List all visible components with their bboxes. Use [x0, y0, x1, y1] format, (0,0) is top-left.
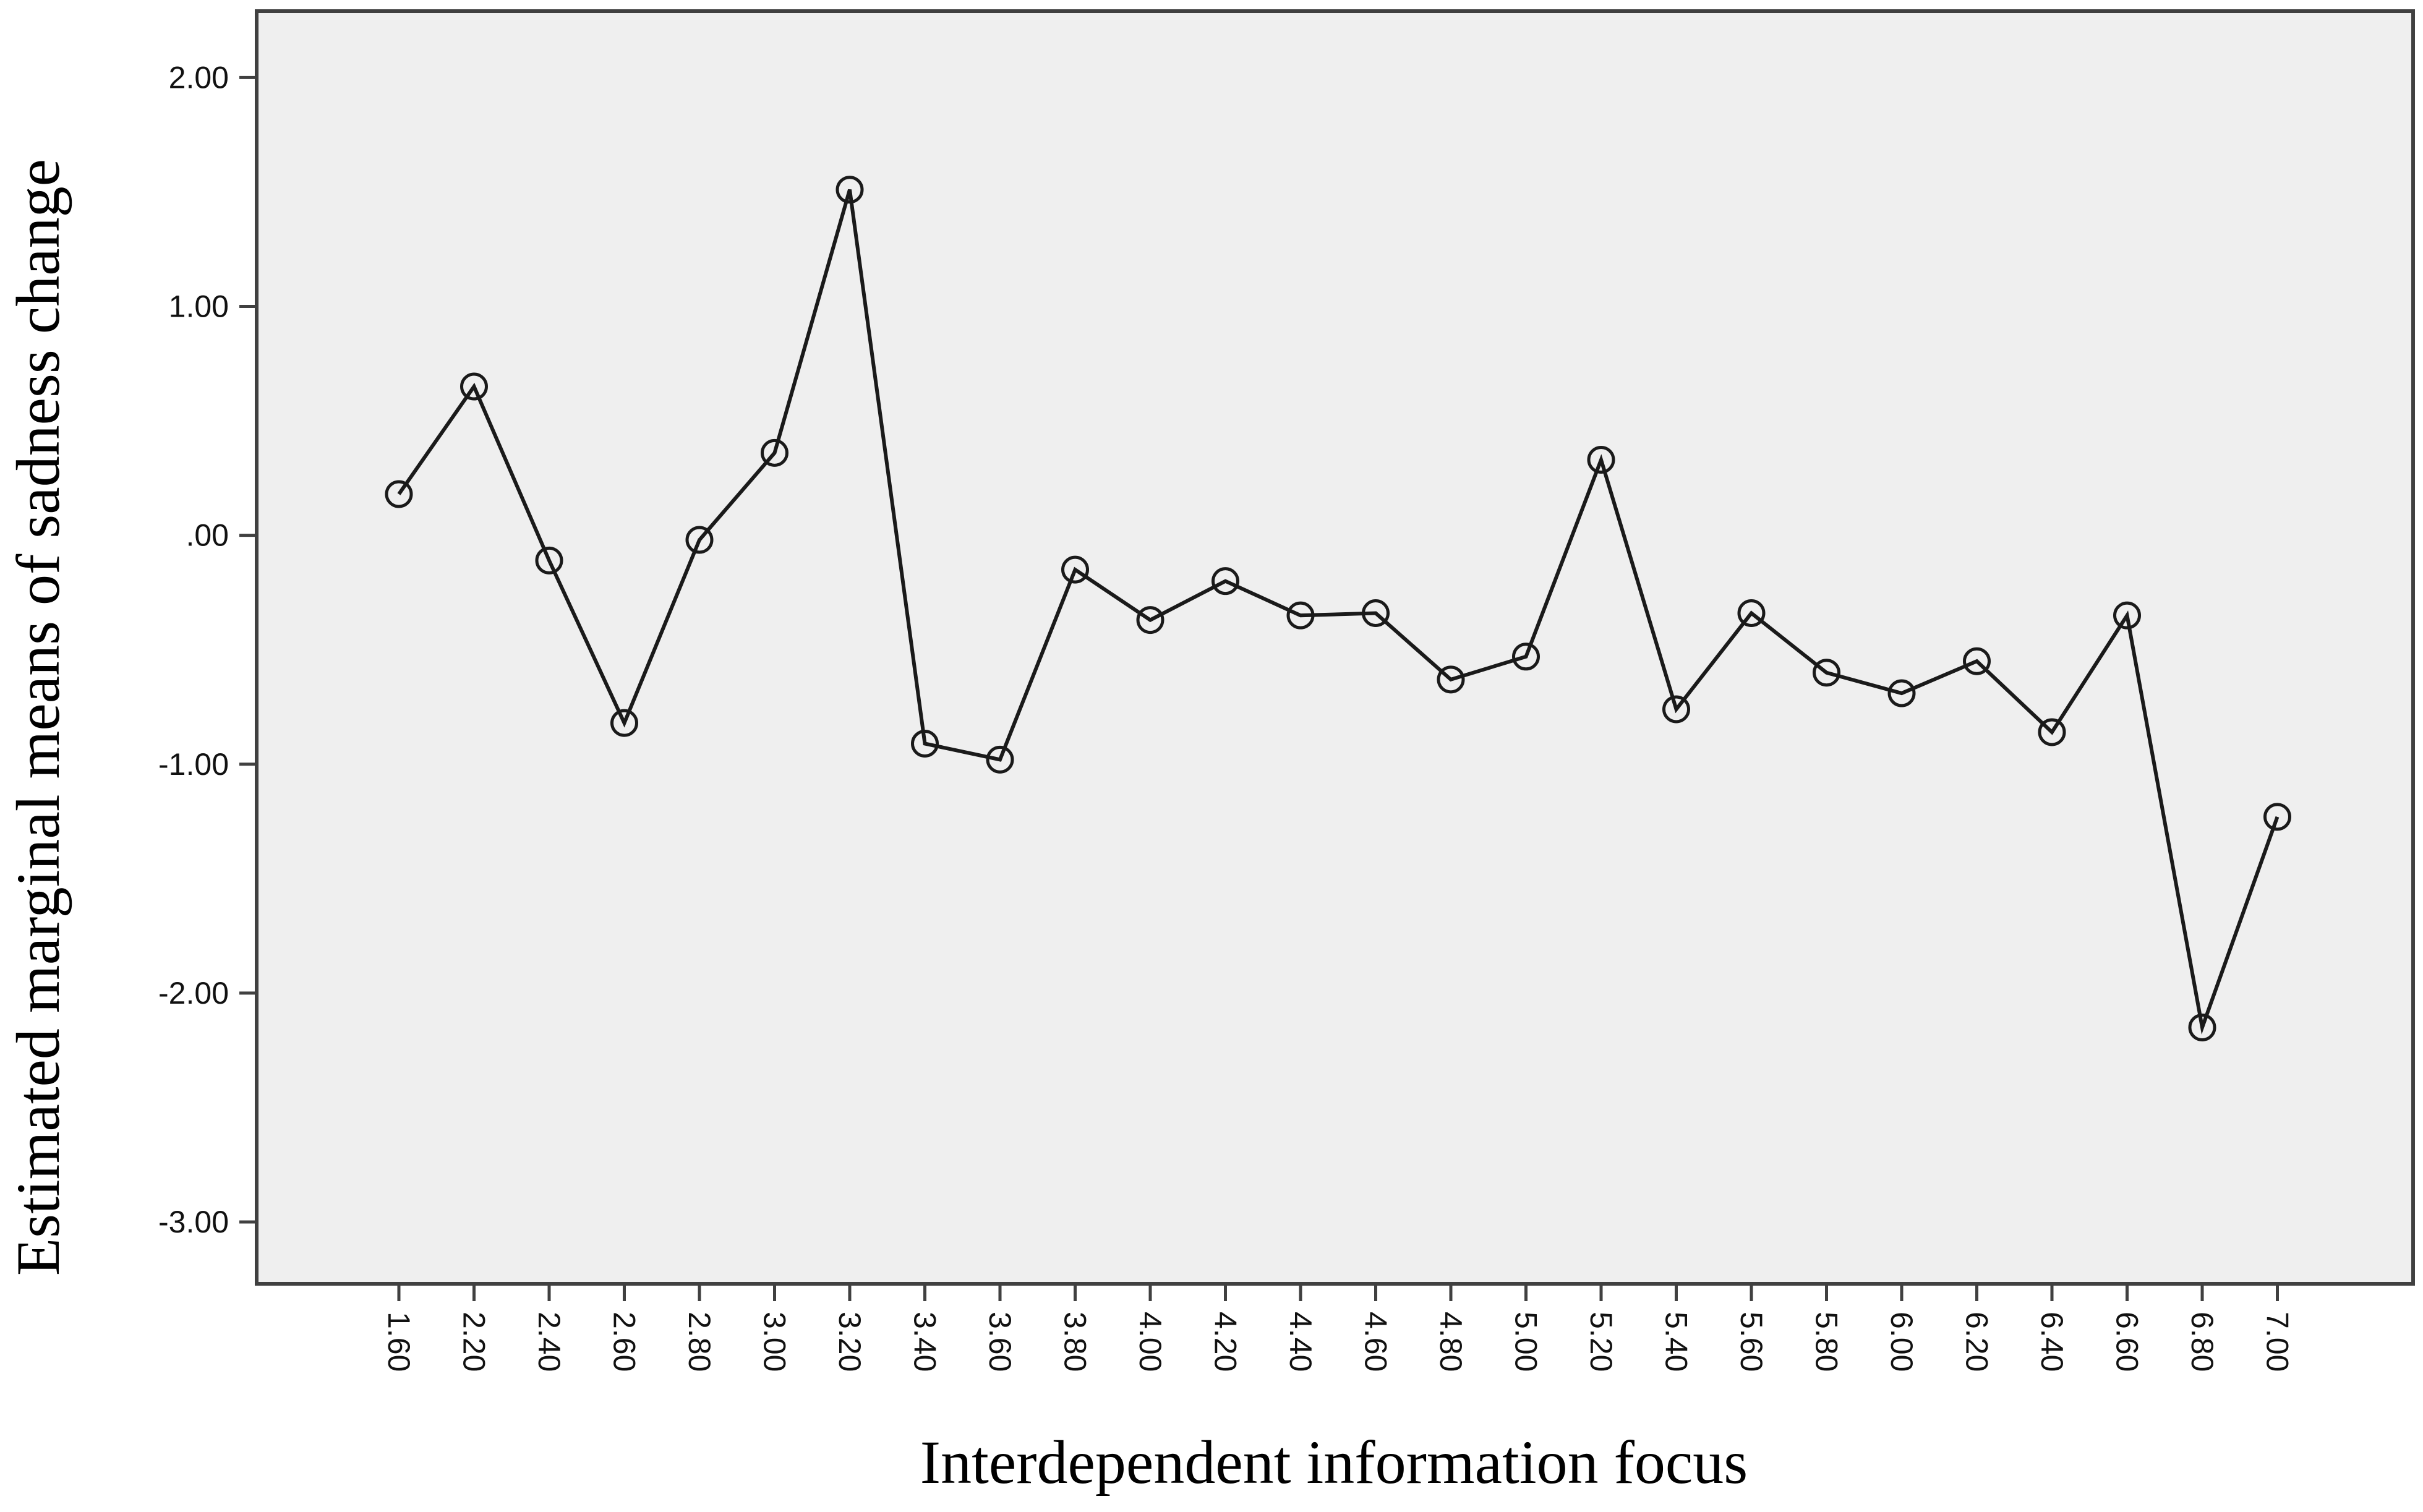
x-tick-label: 3.80	[1058, 1312, 1093, 1372]
x-tick-label: 2.60	[607, 1312, 642, 1372]
data-point	[761, 438, 788, 467]
data-point	[1512, 643, 1540, 671]
data-point	[1887, 679, 1916, 707]
x-tick-label: 6.60	[2110, 1312, 2145, 1372]
y-tick-label: -3.00	[158, 1205, 229, 1239]
data-point	[1212, 567, 1239, 596]
x-axis-title: Interdependent information focus	[920, 1428, 1748, 1497]
x-tick-label: 6.40	[2035, 1312, 2069, 1372]
data-point	[610, 709, 638, 737]
data-point	[1662, 695, 1690, 724]
x-tick-label: 2.80	[682, 1312, 717, 1372]
x-tick-label: 2.40	[532, 1312, 566, 1372]
y-axis: 2.00 1.00 .00 -1.00 -2.00 -3.00	[158, 60, 257, 1239]
data-point	[2188, 1013, 2216, 1041]
data-point	[1362, 599, 1390, 627]
x-tick-label: 3.00	[758, 1312, 792, 1372]
x-tick-label: 5.40	[1659, 1312, 1694, 1372]
data-point	[1737, 599, 1766, 627]
data-point	[1061, 555, 1089, 584]
data-point	[986, 745, 1014, 774]
data-point	[460, 372, 488, 401]
data-point	[1437, 665, 1465, 694]
data-point	[2113, 601, 2141, 630]
y-tick-label: -2.00	[158, 976, 229, 1010]
data-point	[685, 526, 714, 554]
x-tick-label: 5.60	[1734, 1312, 1769, 1372]
x-tick-label: 4.00	[1133, 1312, 1168, 1372]
x-tick-label: 3.60	[983, 1312, 1017, 1372]
data-point	[1136, 606, 1164, 634]
x-tick-label: 7.00	[2260, 1312, 2295, 1372]
y-tick-label: 2.00	[169, 60, 229, 95]
x-tick-label: 6.00	[1884, 1312, 1919, 1372]
plot-area	[255, 9, 2415, 1286]
data-point	[1963, 647, 1991, 675]
y-axis-title: Estimated marginal means of sadness chan…	[4, 159, 72, 1276]
data-point	[2038, 718, 2066, 746]
x-tick-label: 4.80	[1434, 1312, 1468, 1372]
series-layer	[385, 176, 2291, 1041]
data-point	[1286, 601, 1315, 630]
x-tick-label: 1.60	[382, 1312, 416, 1372]
data-point	[1813, 659, 1840, 687]
y-tick-label: -1.00	[158, 747, 229, 782]
x-tick-label: 6.20	[1960, 1312, 1994, 1372]
x-tick-label: 5.80	[1810, 1312, 1844, 1372]
x-tick-label: 5.00	[1509, 1312, 1544, 1372]
x-tick-label: 4.40	[1283, 1312, 1318, 1372]
data-point	[835, 176, 864, 204]
y-tick-label: 1.00	[169, 289, 229, 323]
data-point	[1587, 445, 1615, 474]
data-point	[385, 480, 413, 508]
x-tick-label: 4.20	[1208, 1312, 1243, 1372]
data-point	[911, 729, 939, 758]
x-tick-label: 6.80	[2185, 1312, 2220, 1372]
data-point	[2263, 803, 2291, 831]
x-tick-label: 5.20	[1584, 1312, 1618, 1372]
x-tick-label: 2.20	[457, 1312, 492, 1372]
y-tick-label: .00	[186, 518, 229, 553]
x-tick-label: 4.60	[1359, 1312, 1393, 1372]
x-tick-label: 3.20	[832, 1312, 867, 1372]
x-tick-label: 3.40	[908, 1312, 942, 1372]
data-point	[535, 546, 563, 574]
x-axis: 1.60 2.20 2.40 2.60 2.80 3.00 3.20 3.40 3.60 3.80…	[382, 1284, 2295, 1372]
